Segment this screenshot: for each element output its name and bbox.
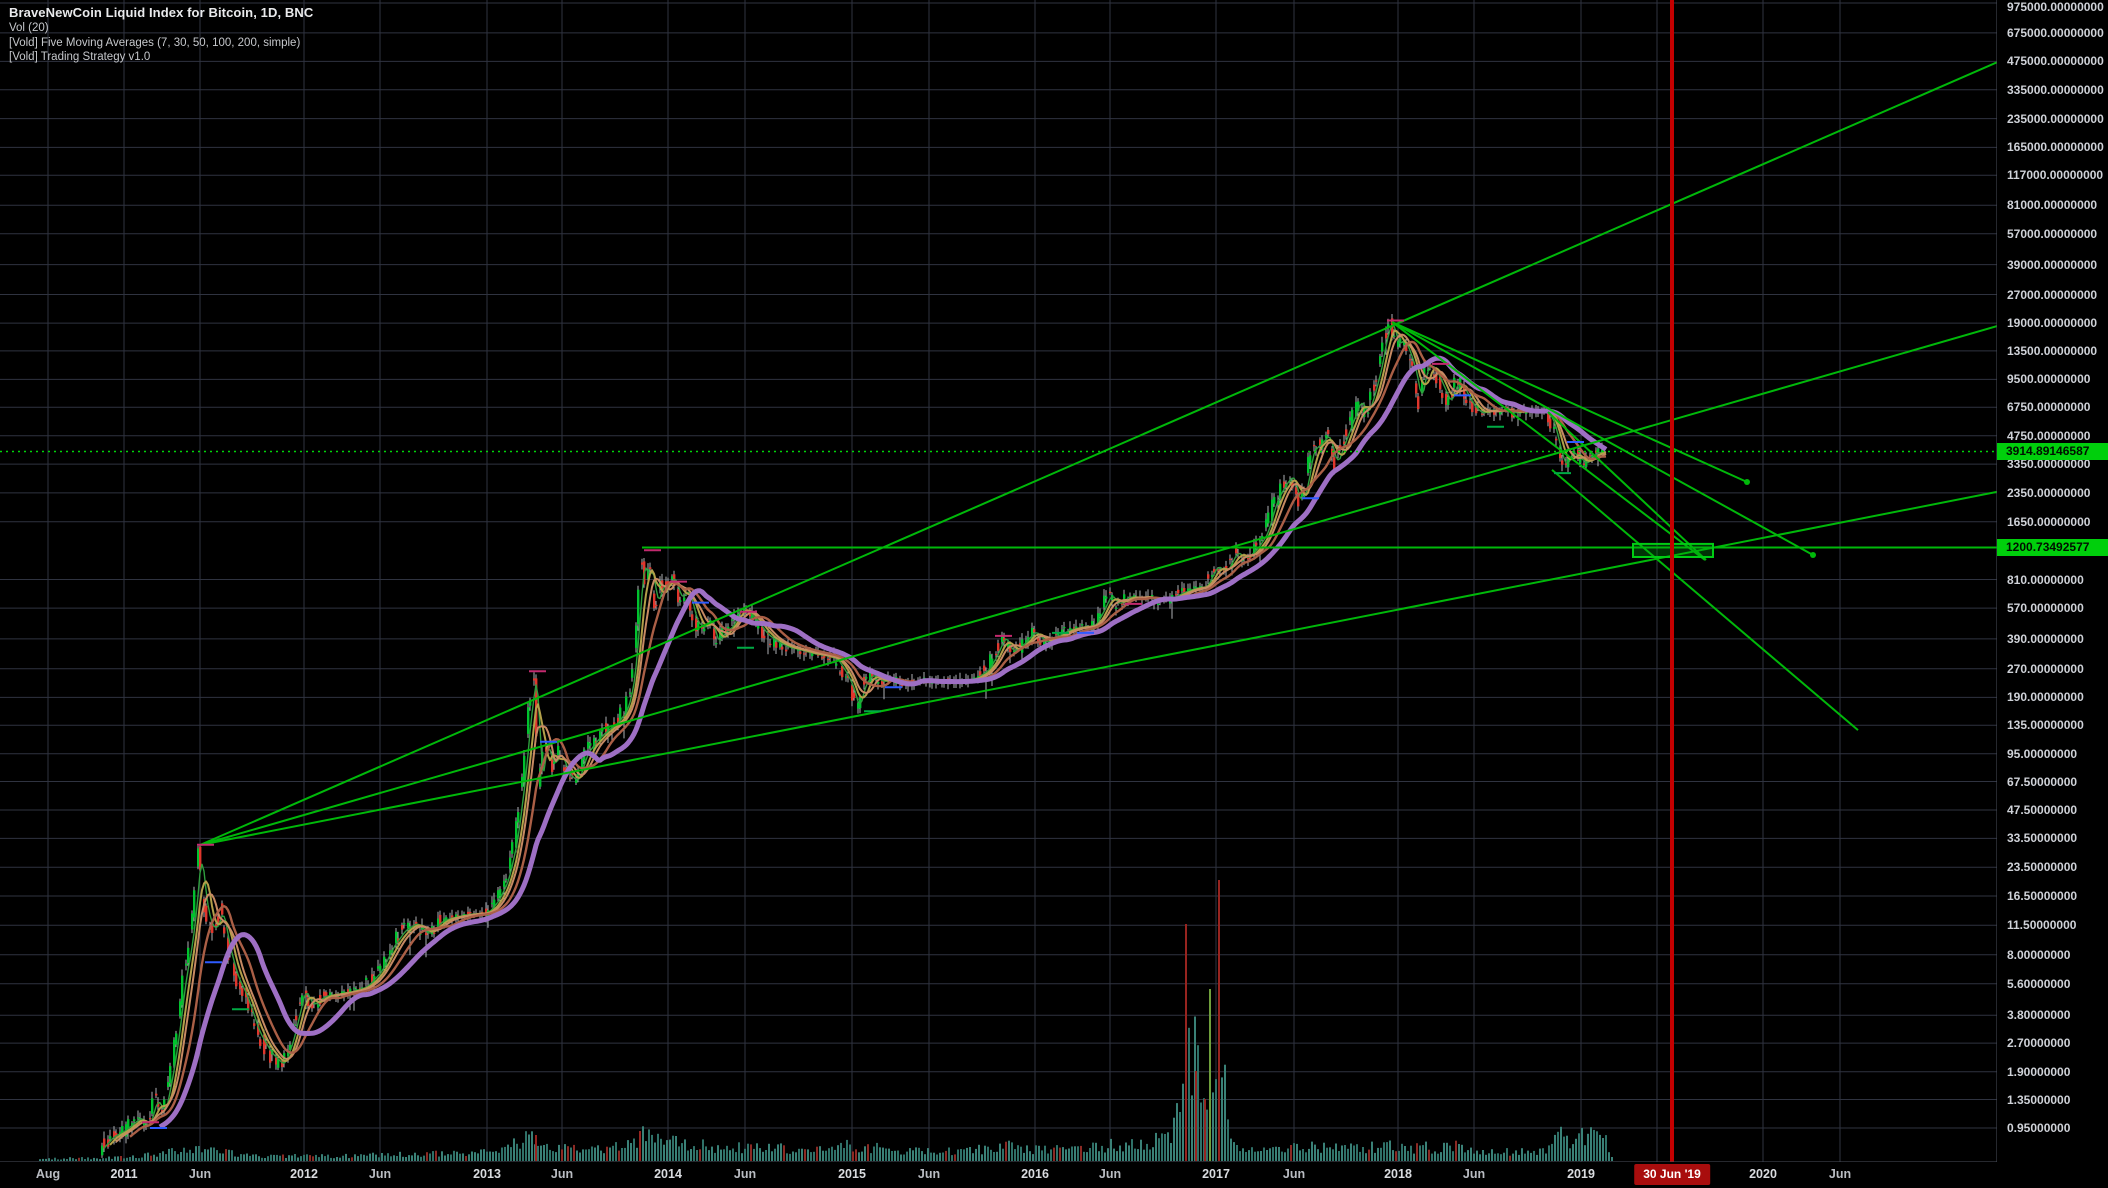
time-axis-label: 2020: [1749, 1167, 1777, 1181]
price-axis-label: 975000.00000000: [2007, 0, 2104, 14]
time-axis-label: 2018: [1384, 1167, 1412, 1181]
time-axis-label: Jun: [917, 1167, 941, 1181]
indicator-moving-averages[interactable]: [Vold] Five Moving Averages (7, 30, 50, …: [9, 36, 301, 49]
price-axis-label: 335000.00000000: [2007, 82, 2104, 97]
price-axis-label: 1.35000000: [2007, 1092, 2071, 1107]
price-axis-label: 2350.00000000: [2007, 485, 2091, 500]
price-axis-label: 5.60000000: [2007, 976, 2071, 991]
price-axis-label: 6750.00000000: [2007, 400, 2091, 415]
price-axis-label: 19000.00000000: [2007, 316, 2098, 331]
price-axis-label: 39000.00000000: [2007, 257, 2098, 272]
time-axis-label: Jun: [1098, 1167, 1122, 1181]
price-axis-label: 390.00000000: [2007, 631, 2084, 646]
time-axis-label: Jun: [550, 1167, 574, 1181]
price-axis-label: 190.00000000: [2007, 690, 2084, 705]
price-axis-label: 675000.00000000: [2007, 25, 2104, 40]
current-price-label: 3914.89146587: [1997, 443, 2108, 460]
price-axis-label: 810.00000000: [2007, 572, 2084, 587]
time-axis-label: Jun: [1282, 1167, 1306, 1181]
indicator-strategy[interactable]: [Vold] Trading Strategy v1.0: [9, 51, 151, 63]
time-axis-label: 2017: [1202, 1167, 1230, 1181]
price-axis-label: 135.00000000: [2007, 718, 2084, 733]
price-axis-label: 33.50000000: [2007, 831, 2078, 846]
chart-legend: BraveNewCoin Liquid Index for Bitcoin, 1…: [9, 5, 313, 65]
price-axis-label: 23.50000000: [2007, 860, 2078, 875]
indicator-volume[interactable]: Vol (20): [9, 22, 49, 34]
price-axis-label: 2.70000000: [2007, 1036, 2071, 1051]
price-axis-label: 235000.00000000: [2007, 111, 2104, 126]
price-axis-label: 57000.00000000: [2007, 226, 2098, 241]
price-axis-label: 1650.00000000: [2007, 514, 2091, 529]
price-axis-label: 0.95000000: [2007, 1121, 2071, 1135]
price-axis-label: 570.00000000: [2007, 601, 2084, 616]
price-axis-label: 81000.00000000: [2007, 198, 2098, 213]
price-axis[interactable]: 975000.00000000 675000.00000000 475000.000…: [1997, 0, 2108, 1162]
event-date-label: 30 Jun '19: [1634, 1164, 1710, 1185]
time-axis-label: Jun: [188, 1167, 212, 1181]
time-axis-label: 2012: [290, 1167, 318, 1181]
time-axis-label: 2015: [838, 1167, 866, 1181]
time-axis-label: 2013: [473, 1167, 501, 1181]
price-axis-label: 117000.00000000: [2007, 168, 2104, 183]
time-axis-label: Aug: [35, 1167, 61, 1181]
time-axis-label: 2019: [1567, 1167, 1595, 1181]
price-axis-label: 47.50000000: [2007, 803, 2078, 817]
price-axis-label: 475000.00000000: [2007, 54, 2104, 69]
time-axis-label: Jun: [368, 1167, 392, 1181]
price-axis-label: 270.00000000: [2007, 661, 2084, 676]
price-axis-label: 8.00000000: [2007, 947, 2071, 962]
symbol-title[interactable]: BraveNewCoin Liquid Index for Bitcoin, 1…: [9, 5, 314, 20]
time-axis[interactable]: Aug 2011 Jun 2012 Jun 2013 Jun 2014 Jun 2015 Jun 20…: [0, 1162, 2108, 1188]
time-axis-label: Jun: [1462, 1167, 1486, 1181]
price-axis-label: 165000.00000000: [2007, 140, 2104, 155]
time-axis-label: 2011: [110, 1167, 138, 1181]
price-axis-label: 16.50000000: [2007, 889, 2078, 903]
time-axis-label: 2014: [654, 1167, 682, 1181]
price-axis-label: 95.00000000: [2007, 746, 2078, 761]
price-axis-label: 3350.00000000: [2007, 457, 2091, 472]
price-axis-label: 9500.00000000: [2007, 372, 2091, 387]
time-axis-label: Jun: [733, 1167, 757, 1181]
price-axis-label: 3.80000000: [2007, 1008, 2071, 1023]
price-axis-label: 1.90000000: [2007, 1064, 2071, 1079]
price-axis-label: 13500.00000000: [2007, 343, 2098, 358]
target-price-label: 1200.73492577: [1997, 539, 2108, 556]
price-axis-label: 27000.00000000: [2007, 287, 2098, 302]
price-axis-label: 67.50000000: [2007, 774, 2078, 789]
time-axis-label: 2016: [1021, 1167, 1049, 1181]
price-axis-label: 4750.00000000: [2007, 428, 2091, 443]
price-axis-label: 11.50000000: [2007, 918, 2077, 933]
time-axis-label: Jun: [1828, 1167, 1852, 1181]
